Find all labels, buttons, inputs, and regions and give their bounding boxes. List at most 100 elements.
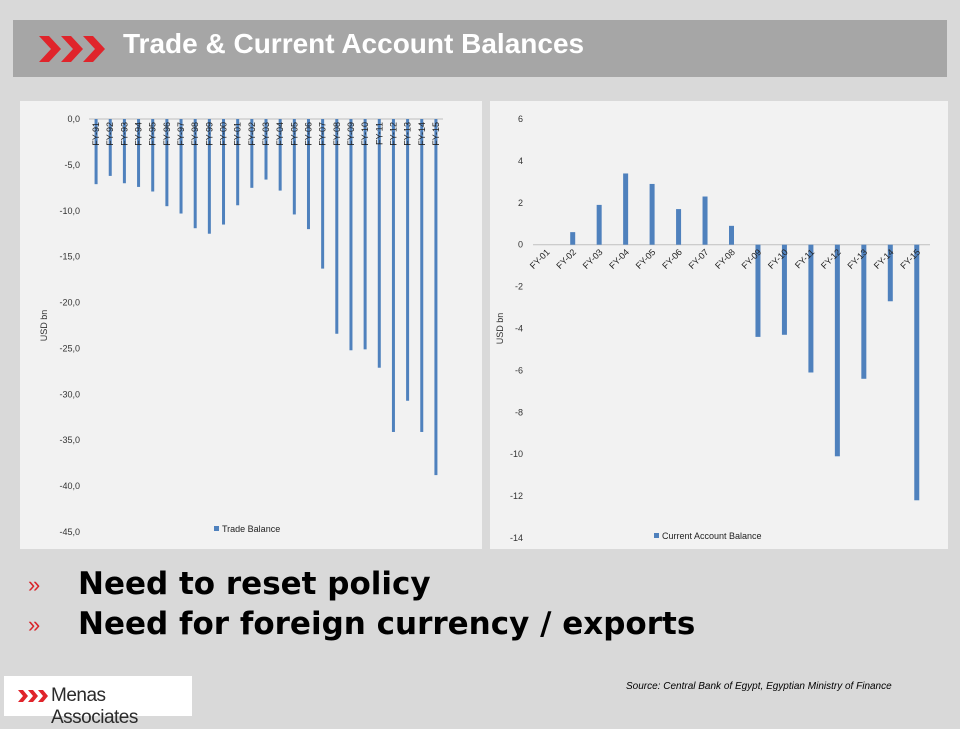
y-tick-label: -5,0 bbox=[64, 160, 80, 170]
bar bbox=[222, 119, 226, 225]
bar bbox=[207, 119, 211, 234]
x-tick-label: FY-08 bbox=[332, 122, 342, 146]
x-tick-label: FY-92 bbox=[105, 122, 115, 146]
x-tick-label: FY-05 bbox=[289, 122, 299, 146]
bar bbox=[755, 244, 761, 337]
y-tick-label: -30,0 bbox=[59, 389, 80, 399]
x-tick-label: FY-04 bbox=[275, 122, 285, 146]
source-note: Source: Central Bank of Egypt, Egyptian … bbox=[626, 681, 892, 692]
x-tick-label: FY-94 bbox=[134, 122, 144, 146]
bar bbox=[420, 119, 424, 432]
bar bbox=[137, 119, 141, 187]
x-tick-label: FY-03 bbox=[261, 122, 271, 146]
legend-swatch bbox=[214, 526, 219, 531]
y-tick-label: -12 bbox=[510, 491, 523, 501]
x-tick-label: FY-12 bbox=[388, 122, 398, 146]
bar bbox=[278, 119, 282, 191]
y-tick-label: -14 bbox=[510, 533, 523, 543]
bar bbox=[363, 119, 367, 350]
bar bbox=[377, 119, 381, 368]
trade-balance-chart: 0,0 -5,0 -10,0 -15,0 -20,0 -25,0 -30,0 -35,0 -40… bbox=[39, 114, 443, 537]
bar bbox=[335, 119, 339, 334]
x-tick-label: FY-01 bbox=[528, 247, 552, 271]
y-tick-label: 6 bbox=[518, 114, 523, 124]
y-tick-label: 2 bbox=[518, 198, 523, 208]
bar bbox=[570, 232, 576, 245]
bar bbox=[321, 119, 325, 269]
x-tick-label: FY-03 bbox=[581, 247, 605, 271]
y-tick-label: 0,0 bbox=[67, 114, 80, 124]
bar bbox=[264, 119, 268, 180]
bullet-marker: » bbox=[28, 612, 41, 637]
bar bbox=[179, 119, 183, 214]
bar bbox=[596, 204, 602, 245]
y-tick-label: -2 bbox=[515, 282, 523, 292]
y-tick-label: -10,0 bbox=[59, 206, 80, 216]
x-tick-label: FY-05 bbox=[634, 247, 658, 271]
x-tick-label: FY-11 bbox=[374, 122, 384, 145]
y-tick-label: -4 bbox=[515, 324, 523, 334]
y-tick-label: -10 bbox=[510, 449, 523, 459]
x-tick-label: FY-01 bbox=[233, 122, 243, 146]
y-tick-label: -25,0 bbox=[59, 343, 80, 353]
bar bbox=[649, 183, 655, 245]
y-tick-label: -6 bbox=[515, 365, 523, 375]
bar bbox=[193, 119, 197, 229]
x-tick-label: FY-00 bbox=[219, 122, 229, 146]
bar bbox=[887, 244, 893, 302]
y-tick-label: -40,0 bbox=[59, 481, 80, 491]
x-tick-label: FY-14 bbox=[417, 122, 427, 146]
x-tick-label: FY-96 bbox=[162, 122, 172, 146]
bar bbox=[834, 244, 840, 457]
x-tick-label: FY-06 bbox=[303, 122, 313, 146]
current-account-chart-panel: 6 4 2 0 -2 -4 -6 -8 -10 -12 -14 USD bn FY-01 FY-02 FY-… bbox=[490, 101, 948, 549]
x-tick-label: FY-93 bbox=[119, 122, 129, 146]
bar bbox=[122, 119, 126, 184]
bar bbox=[151, 119, 155, 192]
logo-chevrons-icon bbox=[18, 690, 48, 702]
x-tick-label: FY-95 bbox=[148, 122, 158, 146]
legend-label: Current Account Balance bbox=[662, 531, 762, 541]
bar bbox=[781, 244, 787, 335]
bar bbox=[349, 119, 353, 351]
x-tick-label: FY-91 bbox=[91, 122, 101, 146]
x-tick-label: FY-08 bbox=[713, 247, 737, 271]
page-title: Trade & Current Account Balances bbox=[123, 28, 585, 59]
bullet-marker: » bbox=[28, 572, 41, 597]
legend-label: Trade Balance bbox=[222, 524, 280, 534]
bar bbox=[861, 244, 867, 379]
bullet-text: Need for foreign currency / exports bbox=[78, 606, 696, 642]
y-tick-label: -45,0 bbox=[59, 527, 80, 537]
bar bbox=[914, 244, 920, 501]
x-tick-label: FY-07 bbox=[318, 122, 328, 146]
y-axis-label: USD bn bbox=[495, 313, 505, 345]
chevrons-icon bbox=[39, 36, 105, 62]
y-tick-label: -35,0 bbox=[59, 435, 80, 445]
bar bbox=[292, 119, 296, 215]
x-tick-label: FY-97 bbox=[176, 122, 186, 146]
bar bbox=[623, 173, 629, 245]
logo-text: Menas Associates bbox=[51, 685, 138, 728]
trade-balance-chart-panel: 0,0 -5,0 -10,0 -15,0 -20,0 -25,0 -30,0 -35,0 -40… bbox=[20, 101, 482, 549]
y-tick-label: -8 bbox=[515, 407, 523, 417]
x-tick-label: FY-98 bbox=[190, 122, 200, 146]
bar bbox=[434, 119, 438, 476]
x-tick-label: FY-02 bbox=[247, 122, 257, 146]
x-tick-label: FY-15 bbox=[431, 122, 441, 146]
bar bbox=[165, 119, 169, 207]
bar bbox=[236, 119, 240, 206]
bullet-text: Need to reset policy bbox=[78, 566, 431, 602]
x-tick-label: FY-04 bbox=[607, 247, 631, 271]
bar bbox=[808, 244, 814, 373]
title-bar: Trade & Current Account Balances bbox=[13, 20, 947, 77]
bar bbox=[306, 119, 310, 230]
x-tick-label: FY-06 bbox=[660, 247, 684, 271]
bar bbox=[406, 119, 410, 401]
bar bbox=[108, 119, 112, 176]
bar bbox=[702, 196, 708, 245]
bar bbox=[94, 119, 98, 185]
bar bbox=[729, 225, 734, 245]
y-tick-label: 0 bbox=[518, 240, 523, 250]
y-axis-label: USD bn bbox=[39, 310, 49, 342]
